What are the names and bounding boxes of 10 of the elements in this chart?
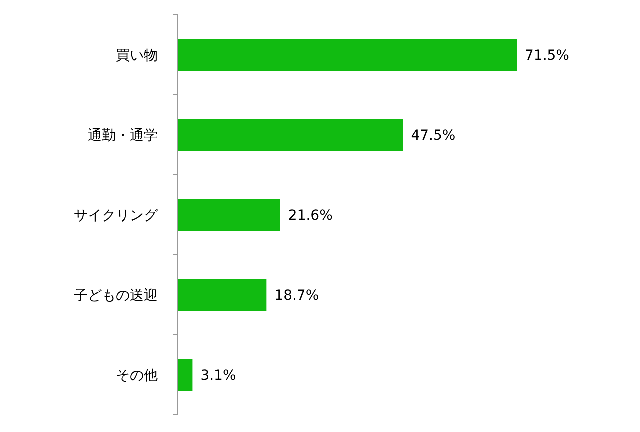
y-tick-label: その他	[116, 368, 158, 384]
y-tick-label: 通勤・通学	[88, 128, 158, 144]
y-tick-label: 買い物	[116, 48, 158, 64]
data-label: 47.5%	[411, 128, 456, 144]
data-label: 21.6%	[288, 208, 333, 224]
data-label: 71.5%	[525, 48, 570, 64]
data-label: 3.1%	[200, 368, 236, 384]
y-tick-label: 子どもの送迎	[74, 288, 158, 304]
y-tick-label: サイクリング	[74, 208, 159, 224]
data-label: 18.7%	[274, 288, 320, 304]
